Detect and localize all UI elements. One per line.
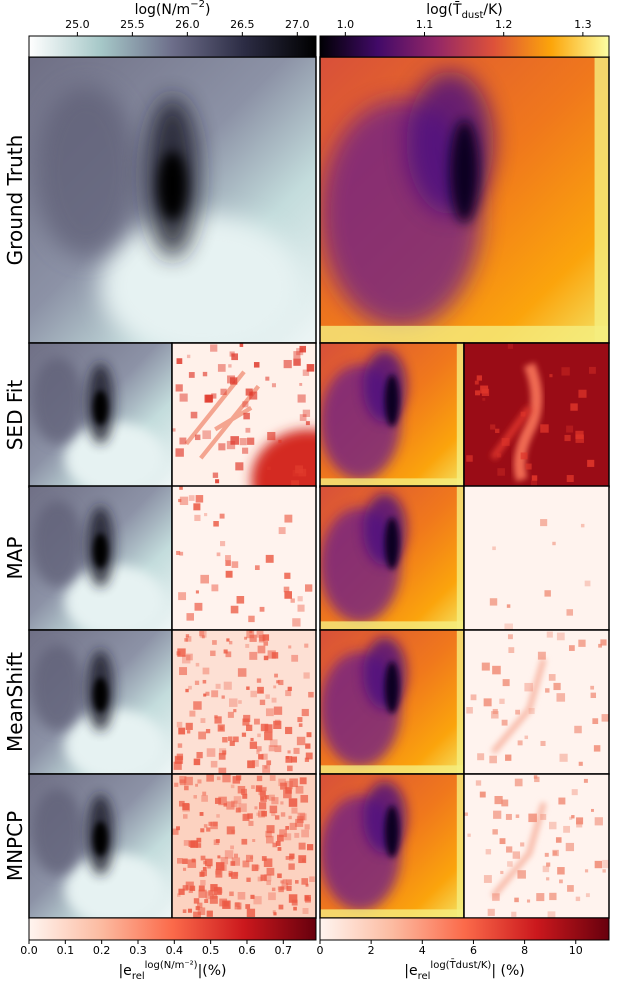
- error-map: [172, 774, 316, 918]
- colorbars: 25.0 25.5 26.0 26.5 27.0 log(N/m−2) 1.0 1.1 1.2 1…: [20, 0, 610, 982]
- label-part: log(T̄: [426, 0, 462, 18]
- map-image: [320, 630, 464, 774]
- label-part: |(%): [198, 963, 227, 979]
- tick-label: 26.0: [175, 18, 200, 31]
- colorbar: [28, 35, 317, 58]
- tick-label: 0.3: [129, 944, 147, 957]
- tick-label: 6: [470, 944, 477, 957]
- tick-label: 0.4: [166, 944, 184, 957]
- label-part: | (%): [491, 963, 524, 979]
- colorbar: [28, 917, 317, 941]
- tick-label: 10: [569, 944, 583, 957]
- tick-label: 2: [368, 944, 375, 957]
- tick-label: 0.6: [238, 944, 256, 957]
- colorbar: [319, 917, 610, 941]
- label-part: rel: [132, 971, 145, 982]
- label-part: log(N/m⁻²): [145, 960, 198, 971]
- map-image: [320, 57, 609, 343]
- row-label: MAP: [3, 537, 27, 580]
- colorbar-label: log(N/m−2): [135, 0, 211, 18]
- label-part: log(T̄dust/K): [430, 958, 491, 971]
- map-image: [320, 343, 464, 487]
- error-map: [464, 630, 609, 774]
- label-part: |e: [404, 963, 417, 979]
- tick-label: 4: [419, 944, 426, 957]
- label-part: /K): [483, 2, 502, 18]
- tick-label: 26.5: [230, 18, 255, 31]
- tick-label: 1.2: [495, 18, 513, 31]
- label-part: |e: [118, 963, 131, 979]
- row-label: SED Fit: [3, 380, 27, 451]
- error-map: [172, 630, 316, 774]
- tick-label: 8: [521, 944, 528, 957]
- tick-label: 25.5: [120, 18, 145, 31]
- colorbar: [319, 35, 610, 58]
- error-map: [464, 486, 609, 630]
- label-part: −2: [190, 0, 205, 10]
- error-map: [172, 343, 316, 487]
- tick-label: 1.1: [416, 18, 434, 31]
- map-image: [29, 343, 172, 494]
- row-label: MeanShift: [3, 652, 27, 752]
- label-part: dust: [462, 10, 484, 21]
- label-part: rel: [418, 971, 431, 982]
- error-map: [464, 343, 609, 487]
- row-label: Ground Truth: [3, 135, 27, 266]
- map-image: [320, 486, 464, 630]
- tick-label: 1.0: [337, 18, 355, 31]
- panels: Ground Truth SED Fit MAP MeanShift MNPCP: [3, 56, 610, 925]
- tick-label: 0.7: [275, 944, 293, 957]
- tick-label: 27.0: [285, 18, 310, 31]
- error-map: [464, 774, 609, 918]
- colorbar-label: log(T̄dust/K): [426, 0, 503, 21]
- tick-label: 1.3: [574, 18, 592, 31]
- tick-label: 0: [317, 944, 324, 957]
- tick-label: 0.5: [202, 944, 220, 957]
- tick-label: 0.2: [93, 944, 111, 957]
- tick-label: 0.0: [20, 944, 38, 957]
- tick-label: 25.0: [65, 18, 90, 31]
- colorbar-label: |erellog(T̄dust/K)| (%): [404, 958, 524, 982]
- colorbar-label: |erellog(N/m⁻²)|(%): [118, 960, 226, 982]
- map-image: [29, 57, 316, 357]
- label-part: ): [205, 2, 210, 18]
- label-part: log(N/m: [135, 2, 191, 18]
- tick-label: 0.1: [57, 944, 75, 957]
- row-label: MNPCP: [3, 811, 27, 881]
- error-map: [172, 486, 316, 630]
- map-image: [29, 630, 172, 781]
- map-image: [320, 774, 464, 918]
- map-image: [29, 774, 172, 925]
- map-image: [29, 486, 172, 637]
